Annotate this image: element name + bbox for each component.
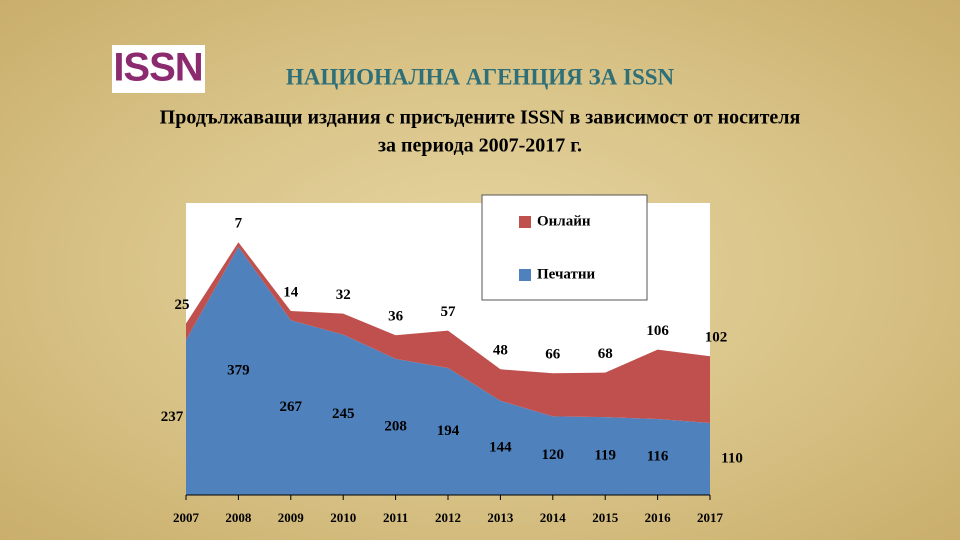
data-label: 120 bbox=[542, 447, 565, 463]
legend-box bbox=[481, 194, 648, 301]
chart-title: НАЦИОНАЛНА АГЕНЦИЯ ЗА ISSN bbox=[286, 64, 675, 89]
data-label: 36 bbox=[388, 309, 404, 325]
data-label: 14 bbox=[283, 284, 299, 300]
data-label: 237 bbox=[161, 409, 184, 425]
x-tick-label: 2010 bbox=[330, 510, 356, 525]
x-tick-label: 2013 bbox=[487, 510, 514, 525]
data-label: 245 bbox=[332, 406, 355, 422]
data-label: 68 bbox=[598, 346, 613, 362]
data-label: 194 bbox=[437, 423, 460, 439]
x-tick-label: 2016 bbox=[645, 510, 672, 525]
data-label: 66 bbox=[545, 347, 561, 363]
x-tick-label: 2014 bbox=[540, 510, 567, 525]
data-label: 25 bbox=[175, 297, 190, 313]
data-label: 102 bbox=[705, 330, 728, 346]
x-tick-label: 2015 bbox=[592, 510, 619, 525]
x-tick-label: 2017 bbox=[697, 510, 724, 525]
data-label: 7 bbox=[235, 216, 243, 232]
data-label: 379 bbox=[227, 362, 250, 378]
x-tick-label: 2012 bbox=[435, 510, 461, 525]
chart-subtitle: за периода 2007-2017 г. bbox=[378, 135, 582, 157]
x-tick-label: 2009 bbox=[278, 510, 305, 525]
legend-label: Онлайн bbox=[537, 213, 591, 229]
data-label: 48 bbox=[493, 343, 508, 359]
x-tick-label: 2011 bbox=[383, 510, 408, 525]
data-label: 116 bbox=[647, 448, 669, 464]
logo: ISSN bbox=[113, 46, 202, 90]
data-label: 57 bbox=[441, 304, 457, 320]
legend-label: Печатни bbox=[537, 266, 596, 282]
data-label: 208 bbox=[384, 418, 407, 434]
area bbox=[186, 242, 710, 423]
data-label: 144 bbox=[489, 439, 512, 455]
data-label: 106 bbox=[646, 323, 669, 339]
data-label: 110 bbox=[721, 450, 743, 466]
data-label: 32 bbox=[336, 287, 351, 303]
x-tick-label: 2007 bbox=[173, 510, 200, 525]
data-label: 267 bbox=[280, 399, 303, 415]
x-tick-label: 2008 bbox=[225, 510, 252, 525]
data-label: 119 bbox=[594, 447, 616, 463]
chart-subtitle: Продължаващи издания с присъдените ISSN … bbox=[160, 107, 801, 129]
area bbox=[186, 246, 710, 495]
legend-swatch bbox=[519, 216, 531, 228]
logo-box bbox=[112, 45, 205, 93]
legend-swatch bbox=[519, 269, 531, 281]
